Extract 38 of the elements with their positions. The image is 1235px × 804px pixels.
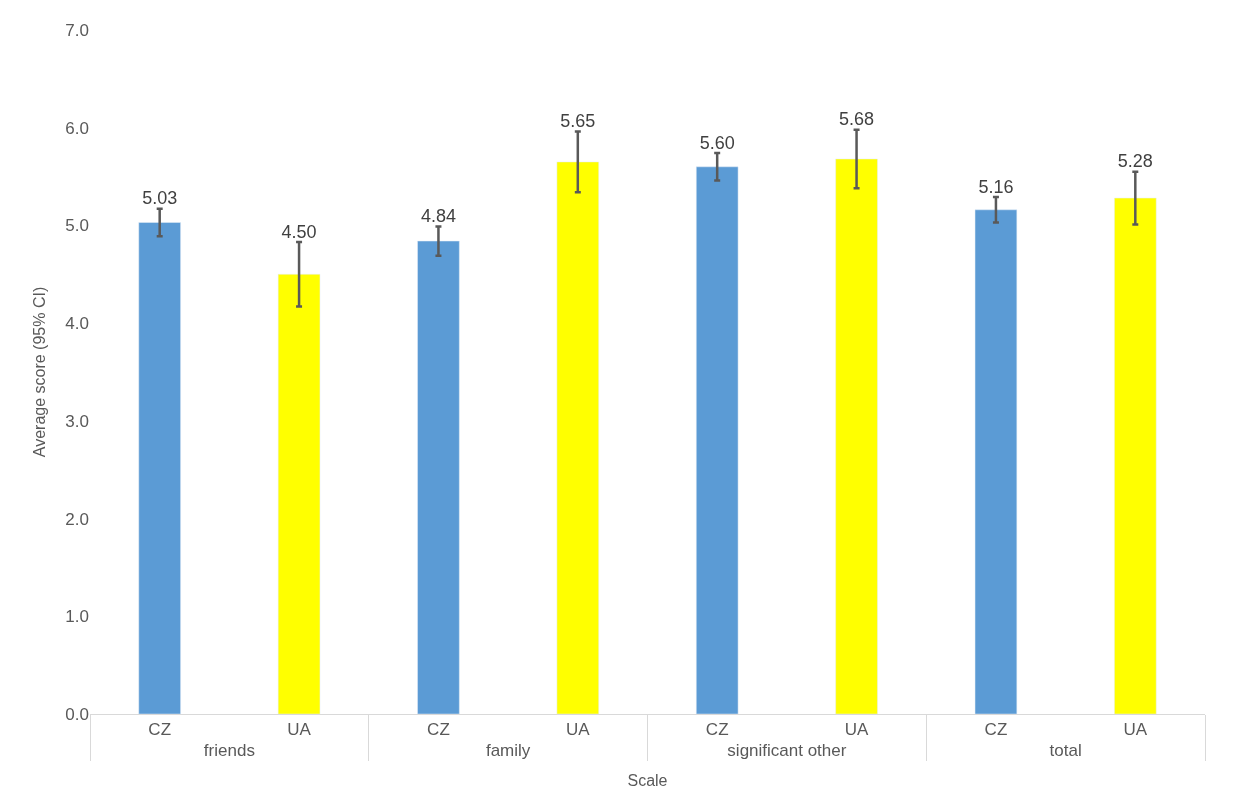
bar (277, 274, 321, 714)
y-axis-title: Average score (95% CI) (31, 286, 49, 458)
data-label: 5.68 (839, 109, 875, 130)
bar (974, 209, 1018, 714)
text: CZ (705, 720, 729, 740)
series-label: UA (287, 720, 312, 740)
text: UA (1123, 720, 1148, 740)
series-label: CZ (148, 720, 172, 740)
data-label: 5.60 (699, 132, 735, 153)
x-tick-label: family (485, 741, 531, 761)
y-tick-label: 3.0 (65, 411, 89, 431)
bar (696, 166, 739, 714)
data-label: 4.50 (281, 221, 317, 242)
y-tick-label: 5.0 (65, 216, 89, 236)
x-axis-title: Scale (627, 772, 668, 790)
y-tick-label: 7.0 (65, 20, 89, 40)
y-tick-label: 4.0 (65, 314, 89, 334)
x-tick-label: total (1049, 741, 1082, 761)
y-tick-label: 2.0 (65, 509, 89, 529)
bar (835, 158, 878, 714)
text: CZ (427, 720, 450, 740)
bar (417, 240, 460, 714)
y-tick-label: 0.0 (65, 704, 89, 724)
bar (138, 222, 181, 714)
text: UA (566, 720, 590, 740)
bar (1114, 197, 1157, 714)
y-tick-label: 6.0 (65, 118, 89, 138)
data-label: 5.03 (142, 188, 178, 209)
x-tick-label: significant other (727, 741, 847, 761)
bar (556, 161, 599, 714)
data-label: 5.16 (978, 176, 1014, 197)
y-tick-label: 1.0 (65, 607, 89, 627)
text: CZ (984, 720, 1008, 740)
data-label: 5.65 (560, 111, 596, 132)
text: UA (844, 720, 869, 740)
data-label: 5.28 (1117, 151, 1153, 172)
data-label: 4.84 (420, 205, 456, 226)
x-tick-label: friends (203, 741, 255, 761)
